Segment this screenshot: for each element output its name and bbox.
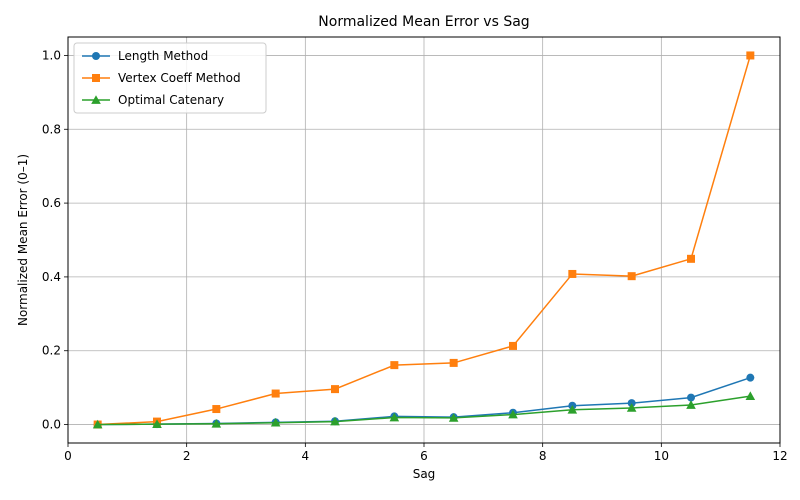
legend-item: Optimal Catenary — [82, 93, 224, 107]
data-point — [448, 413, 459, 422]
data-point — [686, 400, 696, 409]
x-tick-label: 6 — [420, 449, 428, 463]
legend-marker — [92, 74, 100, 82]
legend-label: Vertex Coeff Method — [118, 71, 241, 85]
data-point — [745, 391, 756, 400]
data-point — [509, 341, 517, 350]
x-tick-label: 4 — [302, 449, 310, 463]
data-point — [390, 361, 399, 370]
chart-title: Normalized Mean Error vs Sag — [318, 14, 529, 30]
data-point — [92, 419, 103, 429]
data-point — [211, 419, 222, 428]
x-tick-label: 2 — [183, 449, 191, 463]
data-point — [152, 419, 162, 429]
data-point — [746, 51, 755, 60]
legend-item: Vertex Coeff Method — [82, 71, 241, 85]
data-point — [330, 416, 340, 426]
y-tick-label: 0.6 — [42, 196, 61, 210]
data-point — [687, 393, 695, 402]
data-point — [568, 269, 577, 278]
series-group — [92, 51, 756, 429]
y-axis-title: Normalized Mean Error (0–1) — [16, 154, 30, 326]
series-vertex-coeff-method — [93, 51, 755, 429]
x-axis-title: Sag — [413, 467, 436, 481]
data-point — [627, 272, 636, 281]
data-point — [389, 412, 400, 422]
data-point — [449, 358, 458, 367]
data-point — [271, 389, 280, 398]
data-point — [270, 417, 281, 427]
series-line — [97, 55, 752, 426]
y-tick-label: 0.2 — [42, 344, 61, 358]
grid — [67, 37, 781, 443]
legend-marker — [91, 95, 101, 104]
data-point — [687, 254, 695, 263]
legend-box — [73, 42, 267, 114]
data-point — [508, 409, 518, 419]
series-optimal-catenary — [92, 391, 756, 429]
series-line — [97, 395, 751, 426]
data-point — [567, 404, 578, 414]
data-point — [331, 385, 339, 394]
legend: Length Method Vertex Coeff Method Optimal … — [73, 42, 267, 114]
legend-marker — [92, 52, 100, 60]
data-point — [626, 403, 637, 412]
x-tick-label: 12 — [772, 449, 787, 463]
y-tick-label: 0.4 — [42, 270, 61, 284]
x-tick-label: 8 — [539, 449, 547, 463]
x-tick-label: 0 — [64, 449, 72, 463]
data-point — [212, 405, 221, 414]
x-tick-label: 10 — [654, 449, 669, 463]
y-tick-label: 0.8 — [42, 122, 61, 136]
y-tick-label: 1.0 — [42, 48, 61, 62]
legend-label: Optimal Catenary — [118, 93, 224, 107]
data-point — [746, 373, 755, 382]
axis-ticks: 0 2 4 6 8 10 12 0.0 0.2 0.4 0.6 0.8 1.0 — [42, 48, 788, 463]
y-tick-label: 0.0 — [42, 418, 61, 432]
legend-item: Length Method — [82, 49, 208, 63]
legend-label: Length Method — [118, 49, 208, 63]
